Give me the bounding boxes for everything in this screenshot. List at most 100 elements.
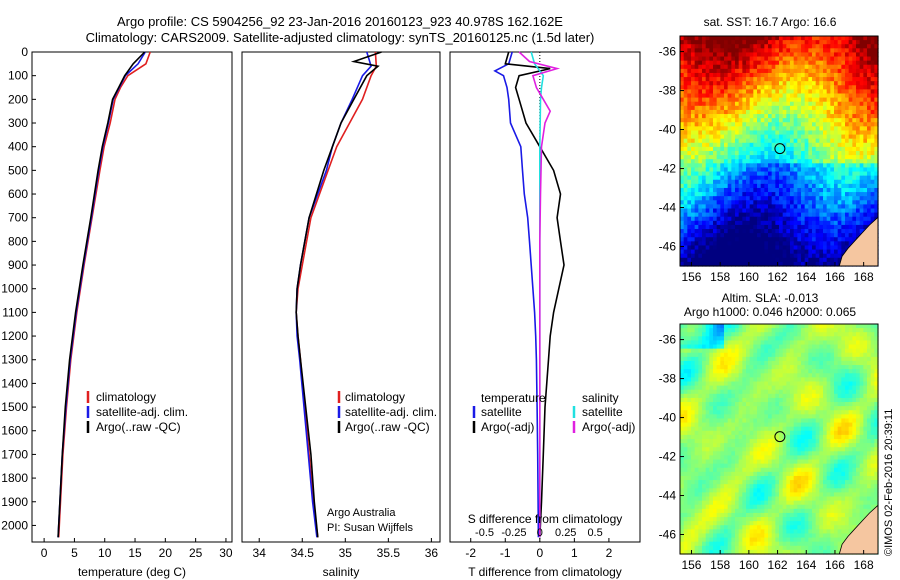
map-cell	[691, 241, 696, 247]
map-cell	[874, 192, 879, 197]
map-cell	[731, 385, 736, 391]
map-cell	[782, 356, 787, 362]
map-cell	[823, 159, 828, 164]
map-cell	[819, 40, 824, 45]
map-cell	[790, 459, 795, 465]
map-cell	[848, 414, 853, 420]
map-cell	[812, 200, 817, 205]
map-cell	[709, 224, 714, 230]
map-cell	[746, 233, 751, 238]
map-cell	[694, 85, 699, 90]
map-cell	[823, 44, 828, 49]
map-cell	[874, 118, 879, 123]
map-cell	[870, 451, 875, 457]
map-cell	[716, 385, 721, 391]
map-cell	[709, 348, 714, 354]
map-cell	[760, 241, 765, 247]
map-cell	[837, 410, 842, 415]
map-cell	[867, 373, 872, 378]
map-cell	[680, 365, 685, 370]
map-cell	[727, 64, 732, 70]
map-cell	[804, 64, 809, 70]
map-cell	[852, 163, 857, 169]
map-cell	[746, 81, 751, 86]
map-cell	[790, 410, 795, 415]
map-cell	[691, 48, 696, 54]
map-cell	[702, 85, 707, 90]
map-cell	[779, 216, 784, 222]
map-cell	[793, 356, 798, 362]
map-cell	[819, 249, 824, 255]
map-cell	[705, 229, 710, 234]
map-cell	[742, 324, 747, 329]
map-cell	[859, 179, 864, 185]
map-cell	[841, 393, 846, 399]
map-cell	[845, 36, 850, 41]
map-cell	[815, 332, 820, 337]
map-cell	[713, 130, 718, 136]
map-cell	[808, 447, 813, 452]
map-cell	[709, 146, 714, 152]
map-cell	[782, 332, 787, 337]
map-cell	[691, 220, 696, 226]
map-cell	[724, 175, 729, 181]
map-cell	[694, 40, 699, 45]
map-cell	[731, 324, 736, 329]
map-cell	[705, 233, 710, 238]
map-cell	[786, 114, 791, 119]
map-cell	[771, 216, 776, 222]
map-cell	[698, 134, 703, 140]
map-cell	[837, 447, 842, 452]
map-cell	[823, 89, 828, 95]
map-cell	[705, 183, 710, 189]
map-cell	[830, 208, 835, 214]
map-cell	[852, 393, 857, 399]
map-cell	[779, 418, 784, 424]
map-cell	[775, 105, 780, 111]
map-cell	[771, 261, 776, 267]
map-cell	[694, 204, 699, 210]
map-cell	[874, 68, 879, 74]
map-cell	[856, 328, 861, 333]
map-cell	[848, 451, 853, 457]
map-cell	[797, 414, 802, 420]
map-cell	[867, 97, 872, 103]
map-cell	[790, 130, 795, 136]
map-cell	[801, 348, 806, 354]
map-cell	[786, 81, 791, 86]
map-cell	[841, 381, 846, 387]
map-cell	[746, 64, 751, 70]
map-cell	[764, 249, 769, 255]
map-cell	[683, 151, 688, 156]
map-cell	[841, 204, 846, 210]
map-cell	[753, 434, 758, 440]
map-cell	[691, 109, 696, 115]
map-cell	[856, 439, 861, 444]
map-cell	[746, 97, 751, 103]
map-cell	[837, 114, 842, 119]
map-cell	[845, 406, 850, 411]
map-cell	[760, 97, 765, 103]
map-cell	[764, 68, 769, 74]
map-cell	[834, 257, 839, 263]
map-cell	[680, 233, 685, 238]
map-cell	[834, 373, 839, 378]
depth-tick-label: 1300	[1, 353, 28, 367]
map-cell	[746, 196, 751, 201]
map-cell	[768, 68, 773, 74]
map-cell	[753, 365, 758, 370]
map-cell	[720, 130, 725, 136]
map-cell	[797, 60, 802, 66]
map-cell	[742, 249, 747, 255]
map-cell	[680, 418, 685, 424]
map-cell	[797, 130, 802, 136]
map-cell	[771, 208, 776, 214]
map-cell	[775, 348, 780, 354]
map-cell	[859, 434, 864, 440]
map-cell	[801, 167, 806, 173]
map-cell	[760, 233, 765, 238]
map-cell	[801, 97, 806, 103]
map-cell	[687, 459, 692, 465]
map-cell	[834, 216, 839, 222]
map-cell	[804, 410, 809, 415]
